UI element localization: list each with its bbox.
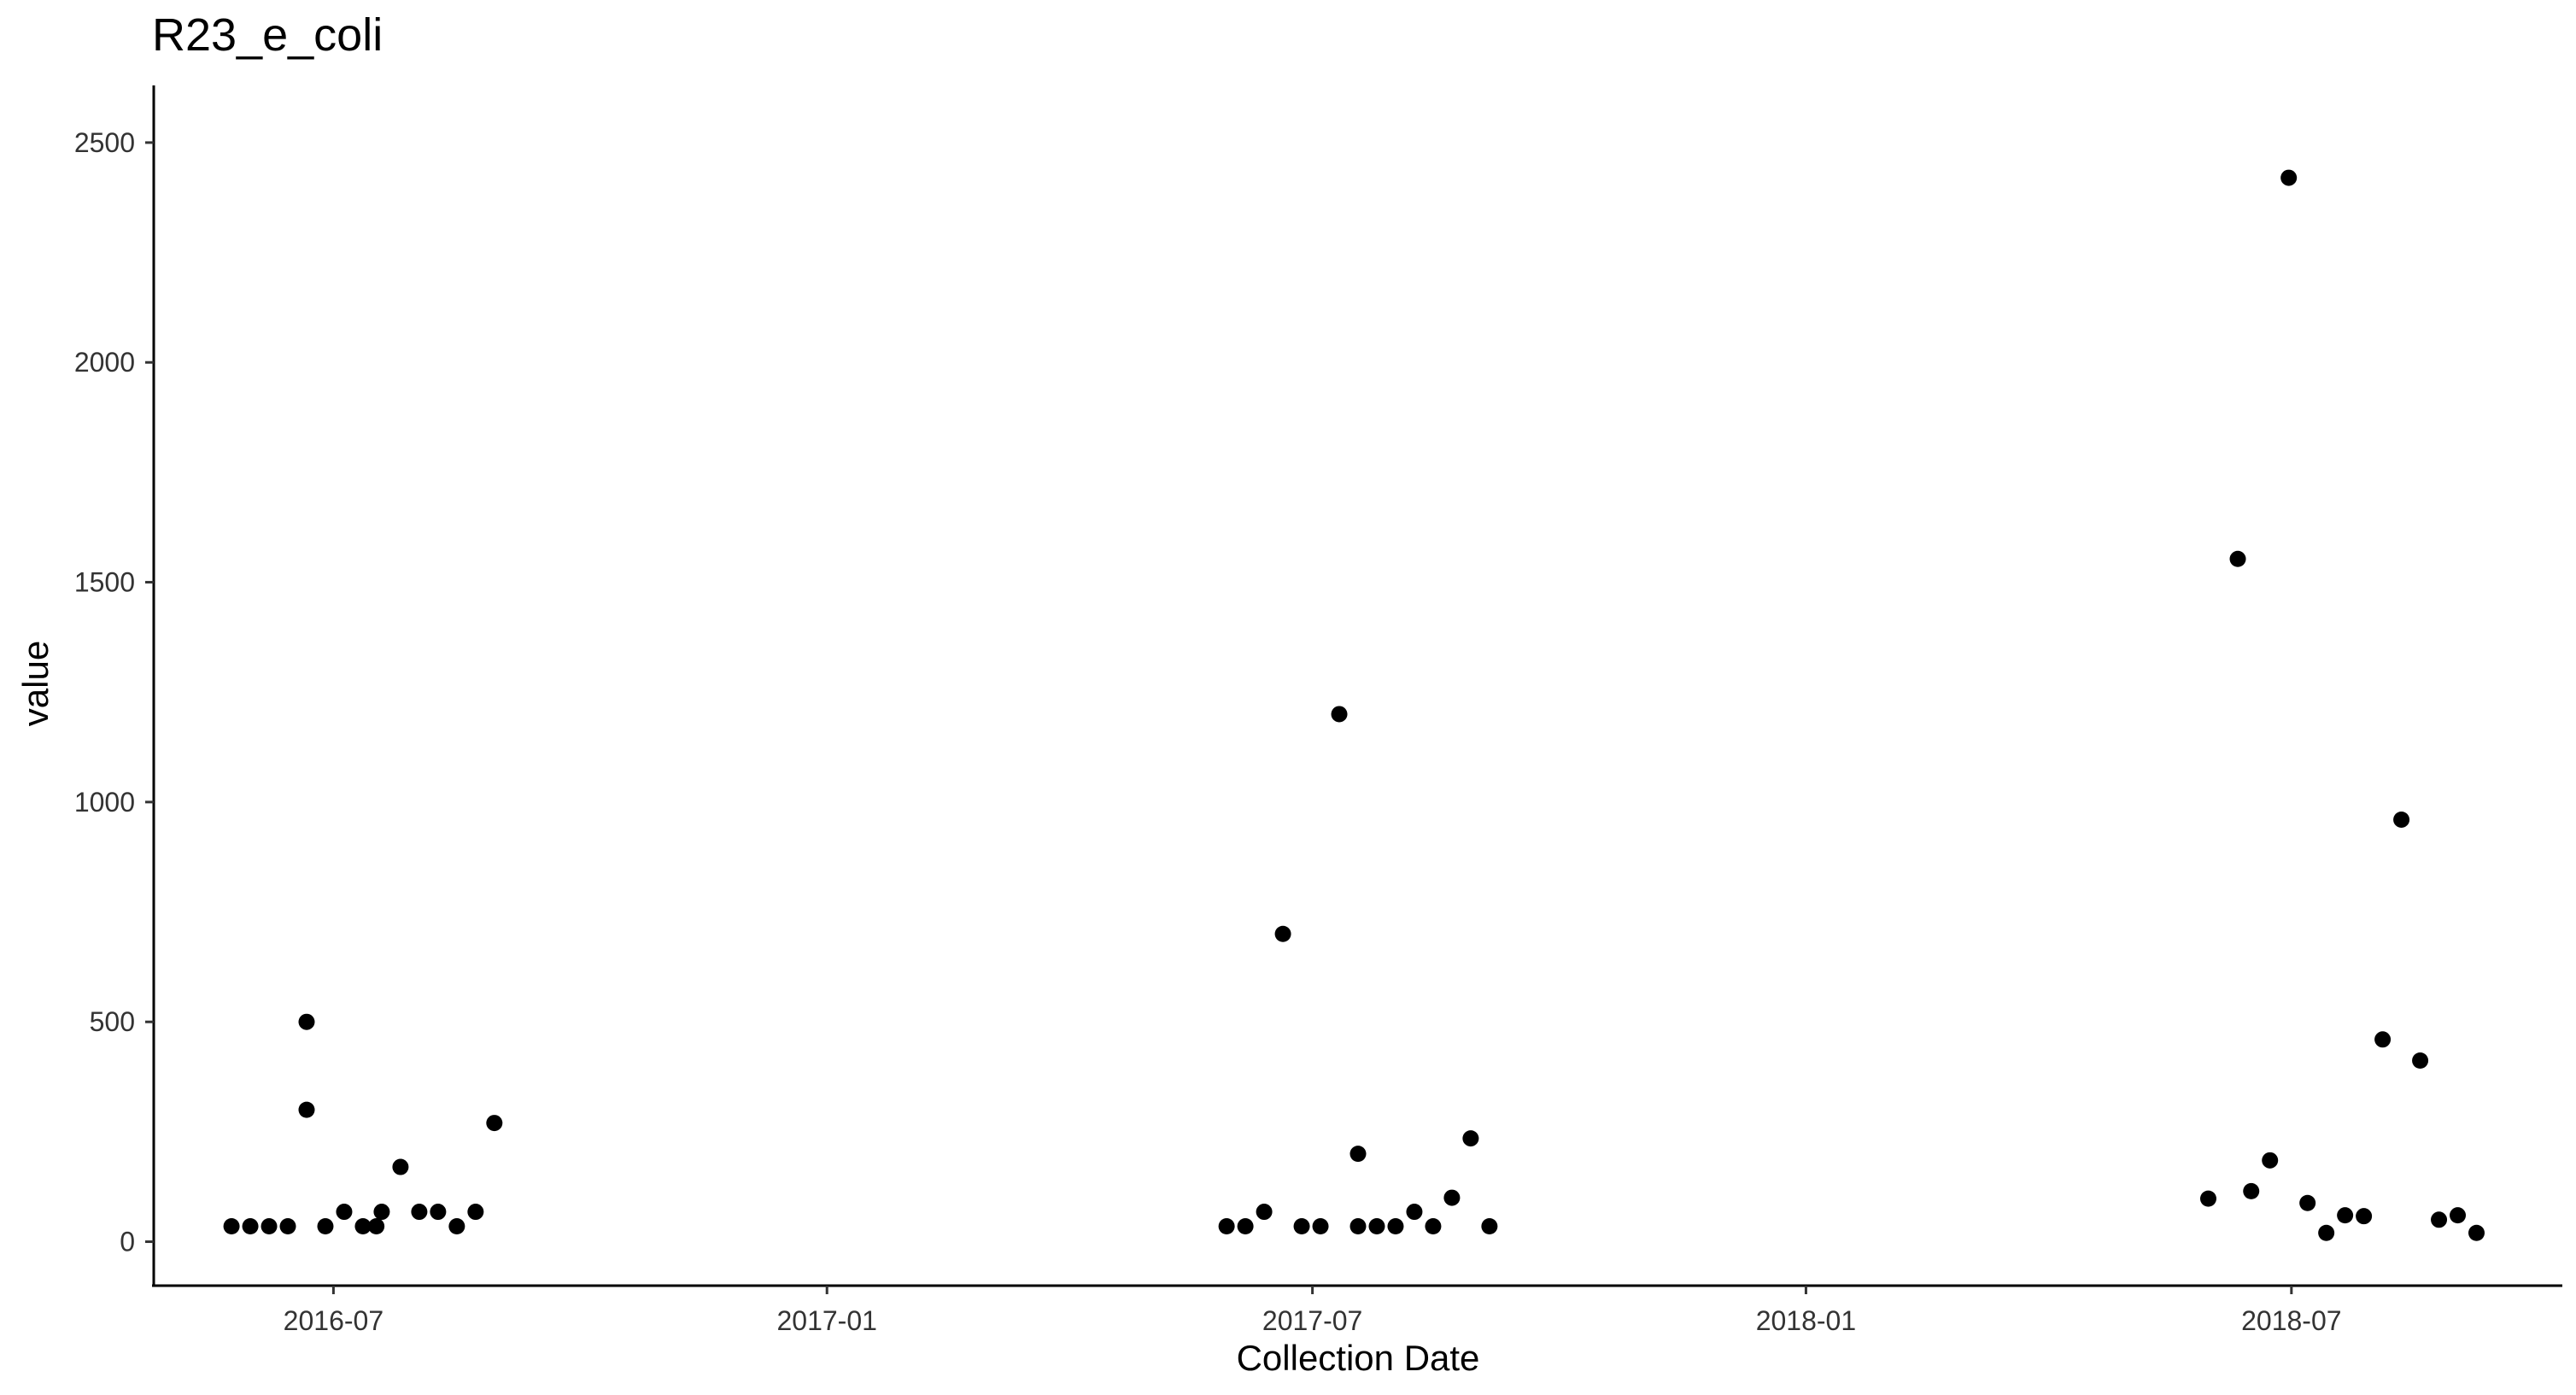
y-axis-title: value — [15, 641, 56, 726]
data-point — [298, 1013, 315, 1030]
data-point — [2299, 1194, 2316, 1211]
data-point — [2262, 1152, 2279, 1169]
data-point — [354, 1218, 372, 1235]
data-point — [486, 1115, 503, 1132]
data-point — [1481, 1218, 1498, 1235]
data-point — [430, 1204, 447, 1221]
data-point — [2412, 1052, 2429, 1069]
data-point — [2356, 1208, 2373, 1225]
x-tick-label: 2016-07 — [284, 1305, 383, 1336]
data-point — [1349, 1218, 1367, 1235]
data-point — [223, 1218, 240, 1235]
x-tick-label: 2018-07 — [2241, 1305, 2341, 1336]
data-point — [1368, 1218, 1385, 1235]
data-point — [1218, 1218, 1235, 1235]
x-tick-label: 2017-01 — [776, 1305, 876, 1336]
data-point — [2337, 1207, 2354, 1224]
x-tick-label: 2017-07 — [1262, 1305, 1362, 1336]
data-point — [2374, 1031, 2392, 1048]
data-point — [411, 1204, 428, 1221]
data-point — [2431, 1211, 2448, 1228]
data-point — [1331, 706, 1348, 723]
chart-title: R23_e_coli — [152, 9, 383, 61]
x-axis-title: Collection Date — [1237, 1338, 1480, 1378]
data-points — [223, 169, 2485, 1241]
data-point — [1406, 1204, 1423, 1221]
data-point — [298, 1101, 315, 1118]
data-point — [242, 1218, 259, 1235]
data-point — [261, 1218, 278, 1235]
data-point — [373, 1204, 390, 1221]
data-point — [392, 1158, 409, 1175]
data-point — [2468, 1224, 2485, 1241]
x-tick-label: 2018-01 — [1756, 1305, 1856, 1336]
data-point — [1274, 925, 1291, 942]
data-point — [1237, 1218, 1254, 1235]
data-point — [1349, 1146, 1367, 1163]
y-tick-label: 500 — [90, 1006, 135, 1037]
data-point — [2243, 1182, 2260, 1199]
data-point — [317, 1218, 334, 1235]
data-point — [368, 1218, 385, 1235]
data-point — [2199, 1190, 2216, 1207]
data-point — [448, 1218, 465, 1235]
y-tick-label: 2500 — [74, 127, 135, 158]
data-point — [336, 1204, 353, 1221]
data-point — [2450, 1207, 2467, 1224]
data-point — [2318, 1224, 2335, 1241]
y-tick-label: 2000 — [74, 347, 135, 378]
data-point — [1387, 1218, 1404, 1235]
data-point — [2393, 811, 2410, 828]
data-point — [279, 1218, 296, 1235]
y-axis-ticks: 0 500 1000 1500 2000 2500 — [74, 127, 154, 1257]
data-point — [2229, 550, 2246, 567]
data-point — [1256, 1204, 1273, 1221]
data-point — [1312, 1218, 1329, 1235]
data-point — [2280, 169, 2298, 186]
y-tick-label: 1000 — [74, 787, 135, 818]
y-tick-label: 1500 — [74, 567, 135, 598]
data-point — [1462, 1130, 1479, 1147]
data-point — [1425, 1218, 1442, 1235]
data-point — [1293, 1218, 1310, 1235]
x-axis-ticks: 2016-07 2017-01 2017-07 2018-01 2018-07 — [284, 1286, 2342, 1336]
y-tick-label: 0 — [120, 1227, 135, 1257]
data-point — [1443, 1189, 1461, 1206]
data-point — [467, 1204, 484, 1221]
